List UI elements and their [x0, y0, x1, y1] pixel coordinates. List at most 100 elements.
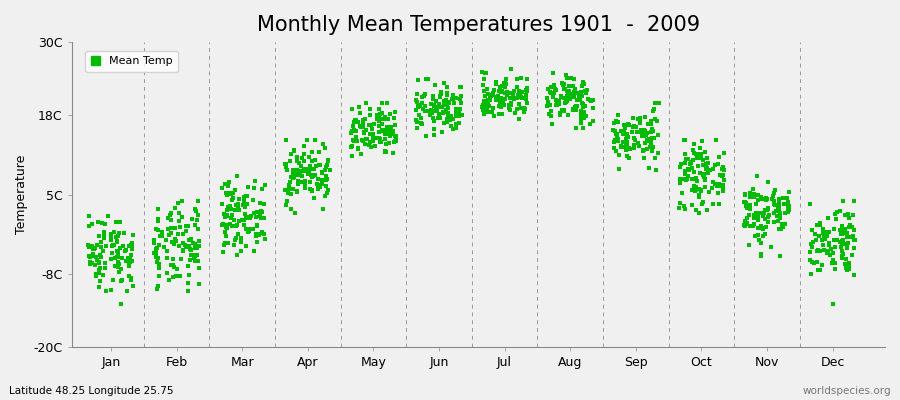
Point: [225, 223, 239, 229]
Point: [81, 242, 95, 249]
Point: [415, 94, 429, 100]
Point: [225, 195, 239, 201]
Point: [681, 172, 696, 179]
Point: [240, 192, 255, 199]
Point: [184, 252, 198, 259]
Point: [479, 102, 493, 109]
Point: [153, 233, 167, 240]
Point: [320, 190, 334, 196]
Point: [636, 147, 651, 153]
Point: [110, 254, 124, 260]
Point: [753, 194, 768, 200]
Point: [609, 148, 624, 154]
Point: [556, 108, 571, 114]
Point: [359, 136, 374, 143]
Point: [627, 135, 642, 141]
Point: [229, 235, 243, 242]
Point: [282, 182, 296, 189]
Point: [561, 111, 575, 118]
Point: [681, 167, 696, 174]
Point: [756, 233, 770, 240]
Point: [440, 90, 454, 96]
Point: [219, 224, 233, 230]
Point: [574, 116, 589, 123]
Point: [568, 125, 582, 131]
Point: [165, 238, 179, 245]
Point: [503, 90, 517, 96]
Point: [427, 96, 441, 102]
Point: [430, 107, 445, 114]
Point: [149, 245, 164, 251]
Point: [749, 210, 763, 216]
Point: [549, 102, 563, 108]
Point: [347, 126, 362, 133]
Point: [183, 246, 197, 252]
Point: [512, 90, 526, 97]
Point: [349, 116, 364, 123]
Point: [234, 235, 248, 241]
Point: [649, 167, 663, 173]
Point: [767, 210, 781, 216]
Point: [616, 138, 630, 145]
Point: [834, 253, 849, 260]
Point: [376, 116, 391, 122]
Point: [716, 150, 731, 156]
Point: [635, 132, 650, 139]
Point: [750, 212, 764, 218]
Point: [821, 214, 835, 221]
Point: [95, 248, 110, 254]
Point: [492, 101, 507, 108]
Point: [290, 155, 304, 162]
Point: [557, 86, 572, 92]
Point: [805, 226, 819, 233]
Point: [365, 131, 380, 137]
Point: [349, 134, 364, 140]
Point: [224, 191, 238, 197]
Point: [698, 177, 713, 184]
Point: [218, 240, 232, 246]
Point: [374, 138, 388, 145]
Point: [319, 164, 333, 170]
Point: [413, 102, 428, 108]
Point: [702, 188, 716, 195]
Point: [760, 206, 775, 212]
Point: [125, 240, 140, 246]
Point: [411, 104, 426, 110]
Point: [548, 87, 562, 93]
Point: [519, 92, 534, 98]
Point: [149, 254, 164, 260]
Point: [497, 96, 511, 103]
Point: [622, 144, 636, 151]
Point: [637, 128, 652, 134]
Point: [218, 214, 232, 220]
Point: [645, 144, 660, 150]
Point: [778, 221, 792, 228]
Point: [626, 145, 641, 152]
Point: [166, 264, 181, 270]
Point: [773, 213, 788, 219]
Point: [94, 254, 108, 260]
Point: [552, 98, 566, 104]
Point: [847, 226, 861, 233]
Point: [519, 100, 534, 106]
Point: [298, 184, 312, 191]
Point: [346, 122, 361, 129]
Point: [383, 124, 398, 131]
Point: [631, 140, 645, 146]
Point: [94, 244, 108, 250]
Point: [104, 230, 119, 237]
Point: [844, 234, 859, 240]
Point: [415, 100, 429, 106]
Point: [95, 272, 110, 278]
Point: [839, 256, 853, 262]
Point: [486, 87, 500, 94]
Point: [712, 201, 726, 207]
Point: [700, 207, 715, 213]
Point: [167, 241, 182, 248]
Point: [563, 75, 578, 81]
Point: [570, 102, 584, 109]
Point: [222, 203, 237, 209]
Point: [88, 262, 103, 268]
Point: [805, 259, 819, 266]
Point: [557, 107, 572, 113]
